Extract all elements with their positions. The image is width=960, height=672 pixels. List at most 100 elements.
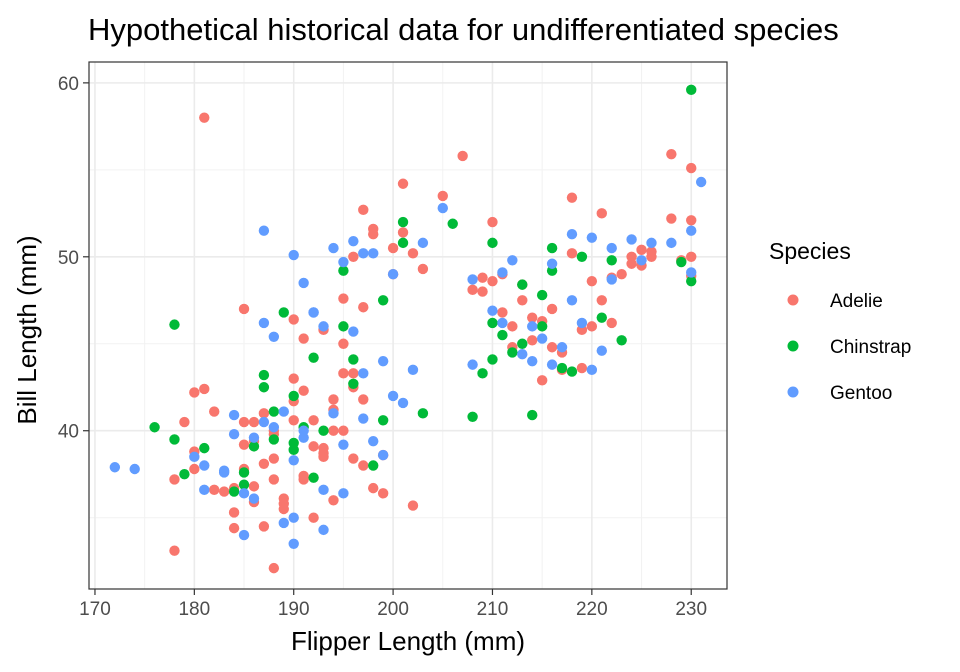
data-point bbox=[636, 255, 647, 266]
data-point bbox=[606, 242, 617, 254]
data-point bbox=[199, 383, 210, 395]
data-point bbox=[248, 481, 260, 492]
data-point bbox=[288, 314, 299, 325]
data-point bbox=[517, 348, 528, 360]
data-point bbox=[268, 422, 280, 433]
data-point bbox=[407, 500, 419, 511]
data-point bbox=[606, 255, 617, 266]
y-tick-label: 50 bbox=[58, 248, 79, 269]
data-point bbox=[358, 368, 369, 379]
x-tick-label: 170 bbox=[79, 599, 111, 620]
data-point bbox=[288, 373, 299, 384]
data-point bbox=[377, 449, 389, 461]
data-point bbox=[686, 267, 697, 278]
data-point bbox=[169, 474, 180, 485]
data-point bbox=[338, 321, 349, 332]
data-point bbox=[487, 305, 498, 316]
data-point bbox=[238, 479, 250, 490]
data-point bbox=[527, 355, 538, 367]
data-point bbox=[189, 463, 200, 475]
x-tick-label: 220 bbox=[576, 599, 608, 620]
data-point bbox=[527, 335, 538, 346]
data-point bbox=[268, 474, 280, 485]
data-point bbox=[387, 242, 399, 254]
data-point bbox=[527, 321, 538, 332]
data-point bbox=[377, 415, 389, 426]
legend-item-gentoo: Gentoo bbox=[787, 383, 892, 404]
data-point bbox=[477, 286, 488, 297]
data-point bbox=[338, 368, 349, 379]
data-point bbox=[348, 326, 359, 337]
legend-key bbox=[787, 340, 799, 352]
data-point bbox=[497, 317, 508, 329]
data-point bbox=[338, 256, 349, 268]
data-point bbox=[308, 352, 319, 363]
data-point bbox=[218, 467, 230, 478]
data-point bbox=[308, 472, 319, 483]
data-point bbox=[169, 434, 180, 445]
data-point bbox=[298, 333, 309, 344]
data-point bbox=[288, 444, 299, 456]
data-point bbox=[507, 347, 518, 358]
legend-label: Adelie bbox=[830, 291, 883, 312]
data-point bbox=[556, 342, 568, 353]
data-point bbox=[497, 307, 508, 318]
data-point bbox=[258, 225, 270, 236]
data-point bbox=[268, 562, 280, 574]
chart-title: Hypothetical historical data for undiffe… bbox=[88, 12, 839, 47]
data-point bbox=[566, 295, 578, 306]
data-point bbox=[487, 354, 498, 365]
data-point bbox=[477, 272, 488, 283]
data-point bbox=[626, 234, 637, 245]
y-axis-title: Bill Length (mm) bbox=[12, 235, 42, 424]
data-point bbox=[318, 484, 329, 496]
data-point bbox=[298, 277, 309, 289]
data-point bbox=[536, 321, 548, 332]
data-point bbox=[199, 442, 210, 454]
data-point bbox=[238, 529, 250, 541]
data-point bbox=[457, 150, 468, 162]
data-point bbox=[288, 455, 299, 466]
data-point bbox=[258, 408, 270, 419]
data-point bbox=[358, 413, 369, 424]
data-point bbox=[308, 307, 319, 318]
data-point bbox=[517, 295, 528, 306]
data-point bbox=[228, 429, 240, 440]
data-point bbox=[576, 251, 588, 262]
data-point bbox=[318, 451, 329, 463]
data-point bbox=[258, 317, 270, 329]
data-point bbox=[368, 248, 379, 259]
data-point bbox=[129, 463, 140, 475]
series-chinstrap bbox=[149, 84, 697, 497]
data-point bbox=[606, 274, 617, 285]
data-point bbox=[209, 484, 220, 496]
data-point bbox=[576, 317, 588, 329]
data-point bbox=[586, 321, 598, 332]
data-point bbox=[536, 333, 548, 344]
data-point bbox=[338, 338, 349, 349]
data-point bbox=[507, 255, 518, 266]
data-point bbox=[556, 362, 568, 374]
x-tick-label: 230 bbox=[675, 599, 707, 620]
data-point bbox=[596, 295, 607, 306]
data-point bbox=[358, 248, 369, 259]
data-point bbox=[546, 342, 558, 353]
data-point bbox=[318, 425, 329, 436]
data-point bbox=[596, 208, 607, 219]
legend-key bbox=[787, 386, 799, 398]
data-point bbox=[487, 317, 498, 329]
data-point bbox=[417, 263, 429, 275]
plot-panel bbox=[89, 62, 727, 589]
data-point bbox=[318, 442, 329, 454]
data-point bbox=[328, 425, 339, 436]
data-point bbox=[397, 178, 409, 189]
data-point bbox=[666, 148, 677, 160]
data-point bbox=[278, 503, 289, 515]
data-point bbox=[189, 451, 200, 463]
data-point bbox=[248, 441, 260, 452]
data-point bbox=[288, 415, 299, 426]
data-point bbox=[397, 237, 409, 249]
data-point bbox=[298, 474, 309, 485]
data-point bbox=[228, 522, 240, 534]
